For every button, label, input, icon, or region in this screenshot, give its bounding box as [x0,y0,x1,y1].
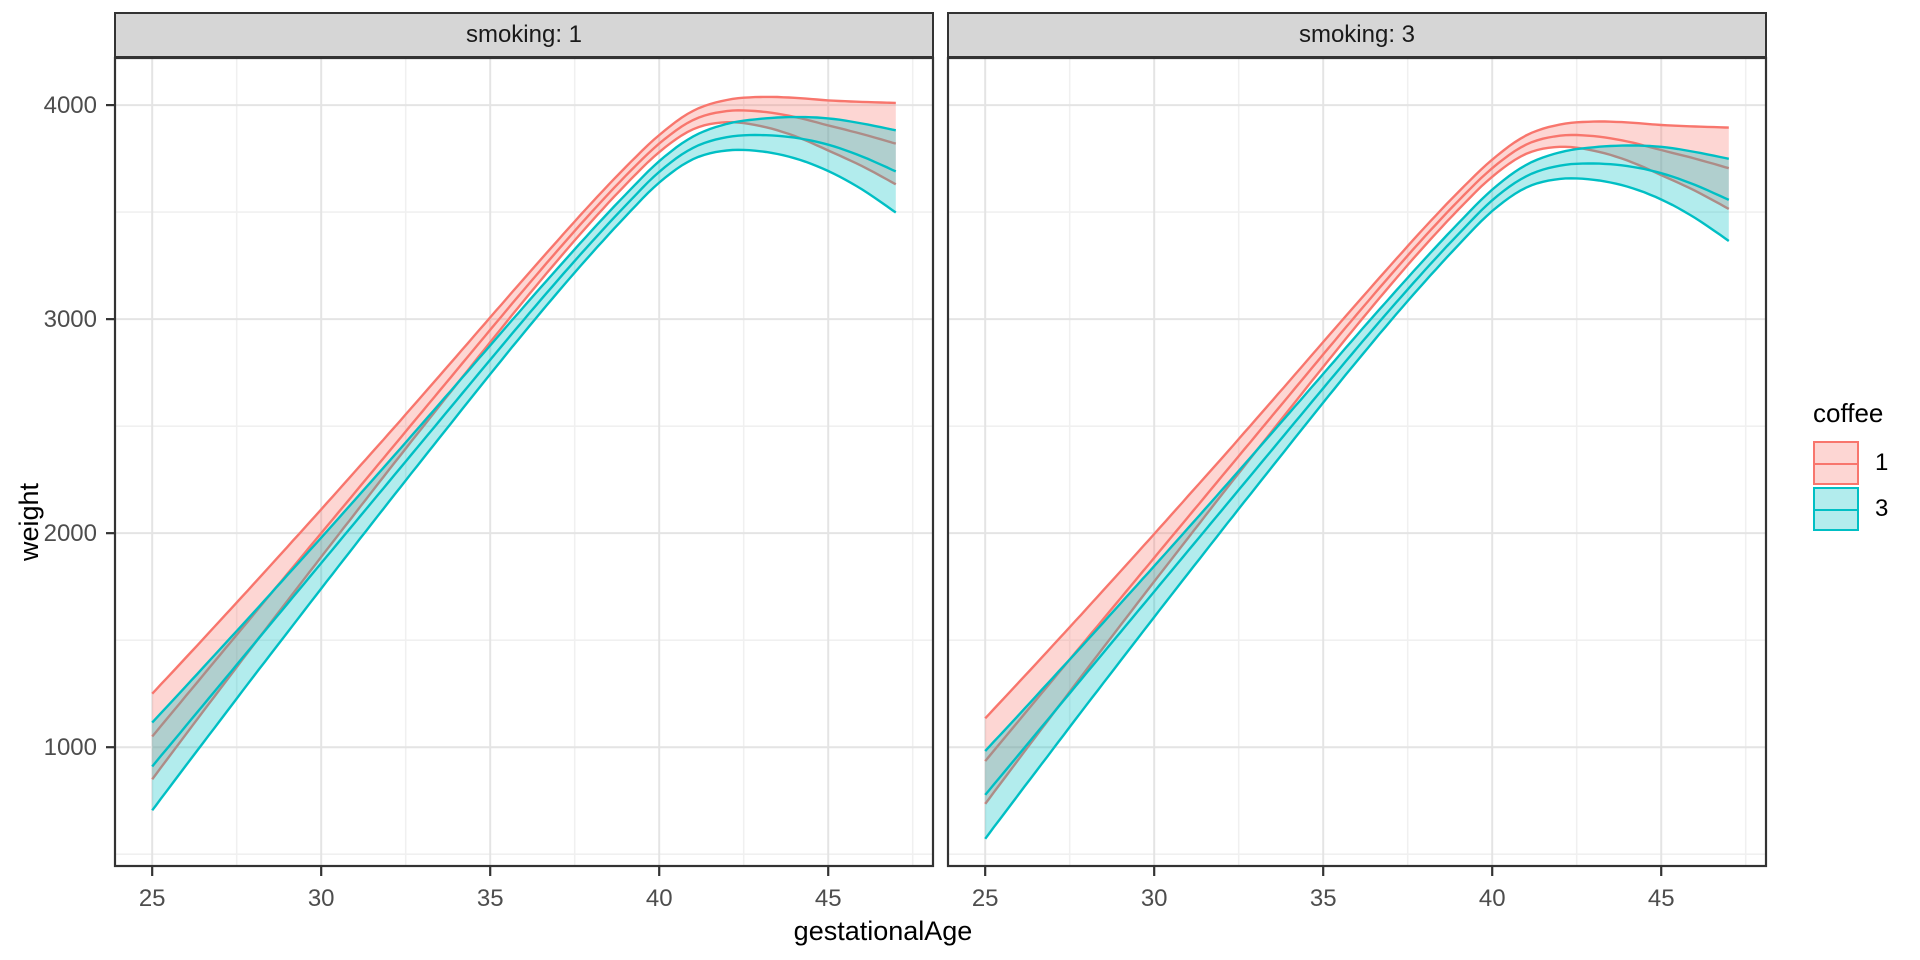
svg-text:45: 45 [815,885,842,912]
legend-key-swatch-red [1813,441,1859,485]
facet-strip-smoking-3: smoking: 3 [947,12,1767,58]
legend-key-line [1815,463,1857,465]
legend-entry-label: 3 [1875,495,1889,522]
facet-strip-smoking-1: smoking: 1 [114,12,934,58]
panel-0: 25 30 35 40 45 [113,56,935,912]
svg-text:40: 40 [646,885,673,912]
legend-entry-coffee-1: 1 [1795,441,1920,485]
legend-entry-label: 1 [1875,449,1889,476]
facet-strip-label: smoking: 3 [1298,21,1416,48]
svg-text:4000: 4000 [44,92,97,119]
svg-text:1000: 1000 [44,734,97,761]
svg-text:35: 35 [1310,885,1337,912]
legend-key-line [1815,509,1857,511]
x-axis-title: gestationalAge [793,916,973,946]
svg-text:45: 45 [1648,885,1675,912]
svg-text:25: 25 [972,885,999,912]
facet-strip-label: smoking: 1 [465,21,583,48]
panel-1: 25 30 35 40 45 [946,56,1768,912]
legend-title: coffee [1813,398,1884,428]
svg-text:30: 30 [308,885,335,912]
y-axis-title: weight [14,482,44,562]
svg-text:3000: 3000 [44,306,97,333]
svg-text:2000: 2000 [44,520,97,547]
svg-text:25: 25 [139,885,166,912]
svg-text:35: 35 [477,885,504,912]
svg-text:30: 30 [1141,885,1168,912]
legend: coffee 1 3 [1795,398,1920,533]
legend-entry-coffee-3: 3 [1795,487,1920,531]
svg-text:40: 40 [1479,885,1506,912]
legend-key-swatch-teal [1813,487,1859,531]
